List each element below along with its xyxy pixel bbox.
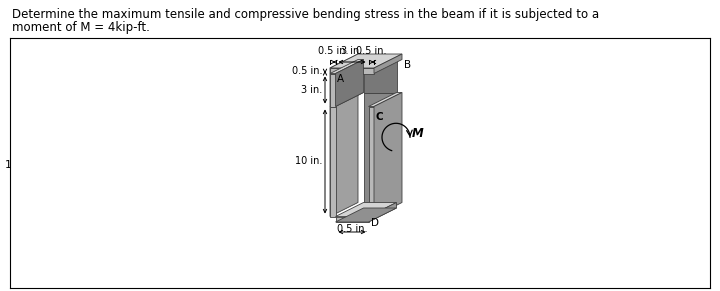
Text: B: B (404, 61, 411, 70)
Polygon shape (369, 203, 397, 222)
Polygon shape (369, 107, 374, 217)
Text: C: C (375, 113, 382, 123)
Polygon shape (364, 93, 397, 203)
Text: 0.5 in.: 0.5 in. (318, 46, 348, 56)
Text: 10 in.: 10 in. (294, 157, 322, 166)
Text: 0.5 in.: 0.5 in. (292, 66, 322, 76)
Text: A: A (336, 74, 343, 84)
Text: 0.5 in.: 0.5 in. (337, 224, 367, 234)
Polygon shape (330, 68, 374, 74)
Text: 1: 1 (5, 160, 12, 170)
Polygon shape (330, 93, 364, 107)
Polygon shape (336, 59, 364, 107)
Text: 0.5 in.: 0.5 in. (356, 46, 387, 56)
Polygon shape (330, 59, 364, 74)
Polygon shape (330, 74, 336, 107)
Text: moment of M = 4kip-ft.: moment of M = 4kip-ft. (12, 21, 150, 34)
Polygon shape (336, 217, 369, 222)
Polygon shape (374, 93, 402, 217)
Polygon shape (330, 107, 336, 217)
Polygon shape (369, 93, 402, 107)
Text: M: M (412, 127, 424, 140)
Polygon shape (364, 59, 397, 93)
Text: 3 in.: 3 in. (301, 85, 322, 95)
Text: 3 in.: 3 in. (341, 46, 363, 56)
Text: D: D (371, 219, 379, 228)
Text: Determine the maximum tensile and compressive bending stress in the beam if it i: Determine the maximum tensile and compre… (12, 8, 599, 21)
Polygon shape (374, 54, 402, 74)
Polygon shape (336, 208, 397, 222)
Polygon shape (336, 203, 397, 217)
Polygon shape (330, 54, 358, 217)
Polygon shape (330, 54, 402, 68)
